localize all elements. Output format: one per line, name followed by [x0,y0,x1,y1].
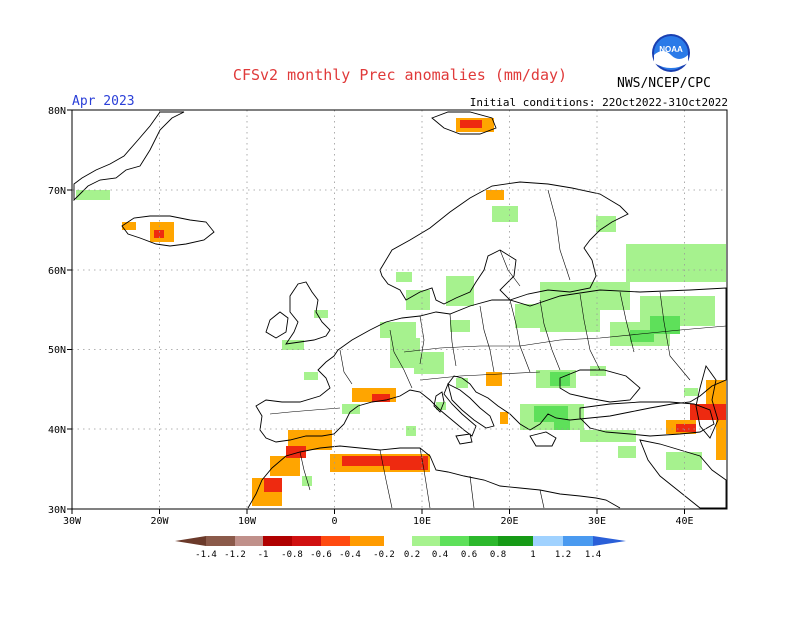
lon-label-30w: 30W [63,516,82,527]
legend-label: -0.4 [339,550,361,560]
lon-label-30e: 30E [588,516,606,527]
lon-label-10w: 10W [238,516,257,527]
legend-swatch [498,536,533,546]
lon-label-40e: 40E [675,516,693,527]
map-title: CFSv2 monthly Prec anomalies (mm/day) [232,66,568,84]
coastlines [73,111,727,509]
legend-label: 1.4 [585,550,601,560]
lon-label-20e: 20E [500,516,518,527]
legend-swatch [563,536,593,546]
legend-swatch [533,536,563,546]
legend-swatch [292,536,321,546]
legend-label: 0.2 [404,550,420,560]
lon-label-10e: 10E [413,516,431,527]
legend-label: 1 [530,550,535,560]
lon-label-20w: 20W [150,516,169,527]
legend-swatch [321,536,350,546]
color-legend: -1.4 -1.2 -1 -0.8 -0.6 -0.4 -0.2 0.2 0.4… [175,536,626,560]
axis-ticks [67,109,685,514]
legend-swatch [384,536,412,546]
agency-label: NWS/NCEP/CPC [617,76,711,91]
forecast-month: Apr 2023 [72,94,135,109]
legend-label: -0.2 [373,550,395,560]
lat-label-60n: 60N [48,266,66,277]
legend-swatch [412,536,440,546]
legend-swatch [440,536,469,546]
legend-label: 0.8 [490,550,506,560]
legend-swatch [350,536,384,546]
noaa-logo-icon: NOAA [652,34,690,72]
legend-label: 0.6 [461,550,477,560]
legend-swatch [593,536,626,546]
lat-label-80n: 80N [48,106,66,117]
logo-text: NOAA [659,45,683,54]
legend-label: -1.4 [195,550,217,560]
legend-swatch [206,536,235,546]
legend-swatch [235,536,263,546]
legend-swatch [175,536,206,546]
legend-label: -1 [258,550,269,560]
lat-label-70n: 70N [48,186,66,197]
lon-label-0: 0 [331,516,337,527]
legend-label: 1.2 [555,550,571,560]
legend-swatch [469,536,498,546]
lat-label-50n: 50N [48,345,66,356]
map-grid [72,110,727,509]
lat-label-40n: 40N [48,425,66,436]
lat-label-30n: 30N [48,505,66,516]
map-frame [71,109,728,510]
legend-label: 0.4 [432,550,448,560]
legend-label: -0.8 [281,550,303,560]
legend-label: -1.2 [224,550,246,560]
initial-conditions: Initial conditions: 22Oct2022-31Oct2022 [469,96,728,109]
legend-swatch [263,536,292,546]
legend-label: -0.6 [310,550,332,560]
